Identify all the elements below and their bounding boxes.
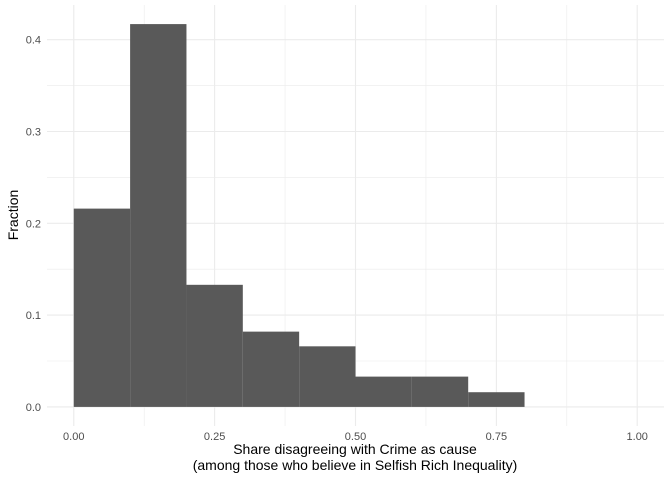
y-tick-label: 0.0 [26,402,41,414]
histogram-bar [186,284,243,407]
x-tick-label: 1.00 [627,431,648,443]
histogram-bar [73,208,131,407]
x-tick-label: 0.75 [486,431,507,443]
histogram-bar [242,331,300,407]
x-axis-tick-labels: 0.00 0.25 0.50 0.75 1.00 [63,431,648,443]
x-axis-subtitle: (among those who believe in Selfish Rich… [193,457,518,473]
x-axis-title: Share disagreeing with Crime as cause [233,441,477,457]
histogram-bar [130,24,187,407]
y-tick-label: 0.3 [26,127,41,139]
x-tick-label: 0.25 [204,431,225,443]
histogram-bar [411,376,469,407]
histogram-bar [299,346,356,407]
y-tick-label: 0.1 [26,310,41,322]
histogram-bar [355,376,412,407]
y-axis-tick-labels: 0.0 0.1 0.2 0.3 0.4 [26,35,41,414]
histogram-bars [73,24,525,407]
y-axis-title: Fraction [5,190,21,241]
x-tick-label: 0.50 [345,431,366,443]
y-tick-label: 0.2 [26,218,41,230]
x-tick-label: 0.00 [63,431,84,443]
y-tick-label: 0.4 [26,35,41,47]
histogram-bar [468,392,525,407]
